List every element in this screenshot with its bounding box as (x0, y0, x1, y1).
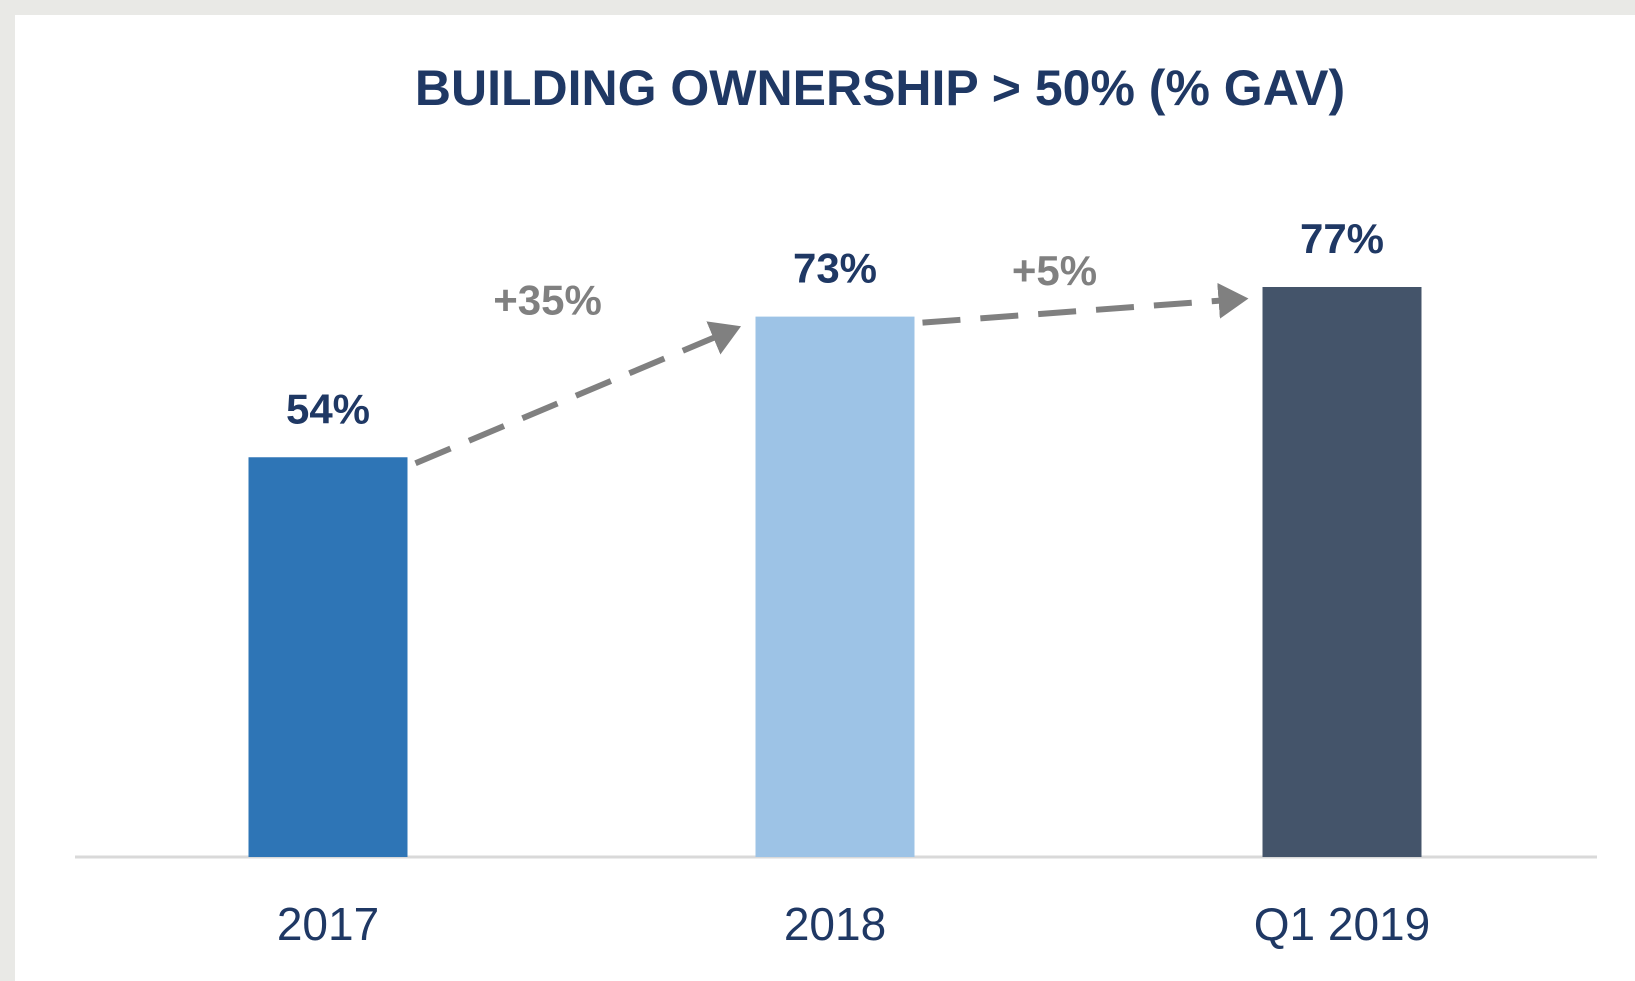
bar (248, 457, 408, 857)
x-tick-label: Q1 2019 (1254, 898, 1430, 950)
value-label: 77% (1300, 215, 1384, 262)
chart-title: BUILDING OWNERSHIP > 50% (% GAV) (415, 60, 1345, 116)
annotation: +5% (1012, 247, 1097, 294)
annotation: +35% (493, 277, 602, 324)
value-label: 54% (286, 385, 370, 432)
value-label: 73% (793, 245, 877, 292)
x-tick-label: 2018 (784, 898, 886, 950)
bar (755, 316, 915, 858)
trend-arrow (922, 282, 1249, 326)
bar (1262, 287, 1422, 857)
x-tick-label: 2017 (277, 898, 379, 950)
